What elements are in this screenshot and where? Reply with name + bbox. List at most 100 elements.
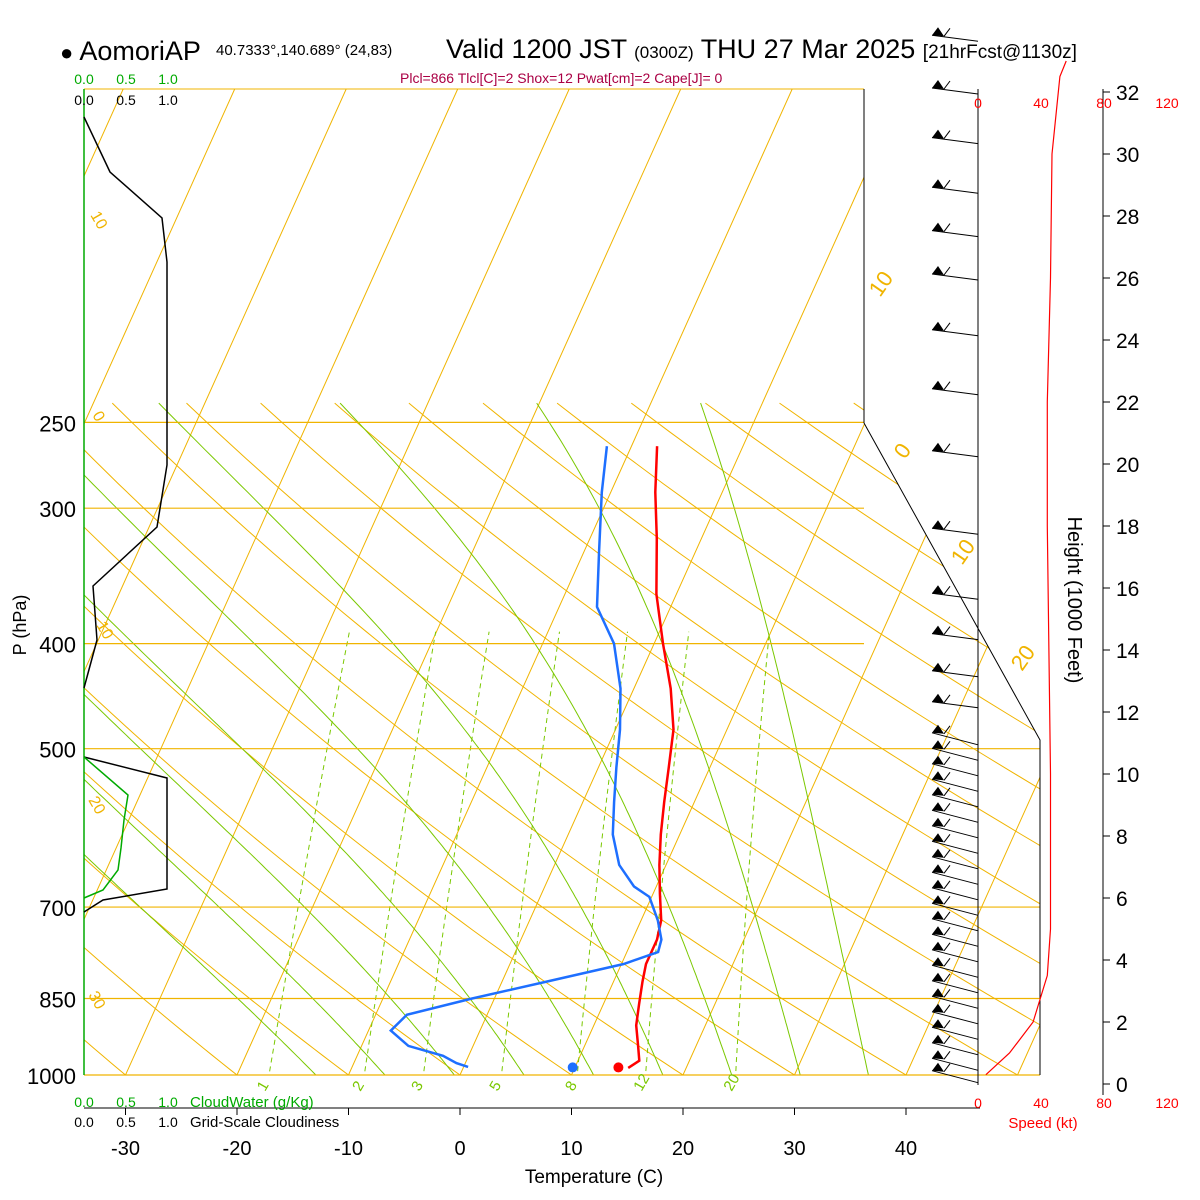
pressure-tick-label: 500 [39,738,76,763]
wind-barb-flag [932,380,944,390]
isotherm-line [236,89,682,1075]
wind-barb-flag [932,266,944,275]
wind-barb-shaft [931,592,979,600]
mixing-ratio-line [360,631,437,1075]
wind-barb [931,662,979,678]
wind-barb-shaft [931,1057,979,1071]
frame-right-skew [863,422,1041,1075]
speed-tick-bottom: 120 [1155,1095,1179,1111]
speed-tick-top: 0 [974,95,982,111]
valid-utc: (0300Z) [634,43,694,62]
wind-barb [931,80,979,95]
dry-adiabat-line [84,402,606,1075]
dry-adiabat-line [260,402,1040,1075]
wind-barb [931,802,979,823]
wind-barb-shaft [931,995,979,1009]
wind-barb-feather [943,1004,951,1014]
wind-barb-shaft [931,329,979,337]
wind-barb-feather [943,756,951,766]
wind-barb-feather [943,130,951,139]
dry-adiabat-line [630,402,1040,1075]
dry-adiabat-line [705,402,1040,1075]
wind-barb-feather [943,1035,951,1045]
wind-barb-feather [943,381,951,391]
mixing-ratio-label: 12 [630,1071,653,1094]
wind-barb-shaft [931,701,979,709]
height-tick-label: 20 [1116,454,1139,477]
isotherm-line [84,89,347,1075]
station-coords: 40.7333°,140.689° (24,83) [216,42,393,59]
isotherm-label-left: 10 [93,619,117,643]
wind-barb-shaft [931,527,979,535]
mixing-ratio-label: 3 [408,1078,427,1094]
wind-barb [931,1034,979,1056]
dry-adiabat-line [408,402,1040,1075]
wind-barb [931,222,979,238]
wind-barb [931,1003,979,1025]
wind-barb-flag [932,1003,944,1013]
moist-adiabat-line [84,402,540,1075]
wind-barb-shaft [931,670,979,678]
cloudwater-scale-bottom: 0.5 [116,1094,136,1110]
mixing-ratio-line [498,631,560,1075]
moist-adiabat-line [84,402,406,1075]
pressure-tick-label: 850 [39,987,76,1012]
wind-barb-feather [943,957,951,967]
wind-barb-feather [943,802,951,812]
wind-barb-feather [943,179,951,189]
wind-barb-feather [943,223,951,232]
speed-tick-bottom: 80 [1096,1095,1112,1111]
dry-adiabat-line [556,402,1040,1075]
wind-barb-shaft [931,34,979,42]
wind-barb-shaft [931,230,979,238]
wind-barb-flag [932,1019,944,1029]
height-tick-label: 14 [1116,640,1140,663]
dewpoint-profile [388,446,663,1069]
wind-barb [931,786,979,808]
wind-barb-shaft [931,1042,979,1056]
wind-barb-shaft [931,980,979,994]
moist-adiabat-line [700,402,874,1075]
dry-adiabat-line [853,402,1040,1075]
wind-barb [931,129,979,145]
cloudwater-scale-bottom: 0.0 [74,1094,94,1110]
station-name: AomoriAP [79,36,201,66]
wind-barb-shaft [931,388,979,396]
mixing-ratio-label: 2 [349,1078,368,1094]
pressure-tick-label: 1000 [27,1064,76,1089]
surface-temperature-marker [613,1062,624,1073]
wind-barb-flag [932,1050,944,1060]
speed-axis-label: Speed (kt) [1008,1115,1077,1132]
height-tick-label: 18 [1116,516,1139,539]
speed-tick-bottom: 40 [1033,1095,1049,1111]
forecast-info: [21hrFcst@1130z] [922,42,1077,63]
speed-tick-top: 120 [1155,95,1179,111]
wind-barb-flag [932,27,944,37]
wind-barb-shaft [931,887,979,901]
height-tick-label: 2 [1116,1012,1128,1035]
wind-barb-flag [932,755,944,765]
wind-barb [931,1019,979,1040]
wind-barb-feather [943,895,951,905]
cloudiness-profile-lower [83,756,168,913]
isotherm-label: 20 [1006,640,1041,674]
cloudiness-scale-top: 0.0 [74,92,94,108]
wind-barb-feather [943,740,951,750]
x-axis-label: Temperature (C) [525,1167,663,1188]
wind-barb-shaft [931,1026,979,1040]
wind-barb-flag [932,786,944,796]
wind-barb [931,755,979,777]
isotherm-label-left: 30 [85,989,109,1013]
wind-barb-flag [932,864,944,874]
temp-tick-label: 30 [783,1138,805,1160]
wind-barb-feather [943,1019,951,1029]
isobars [84,421,1040,1076]
wind-barb-flag [932,1034,944,1044]
wind-barb-shaft [931,450,979,458]
wind-barb-feather [943,849,951,859]
wind-barb-flag [932,957,944,967]
mixing-ratio-line [264,631,350,1075]
moist-adiabat-line [339,402,741,1075]
